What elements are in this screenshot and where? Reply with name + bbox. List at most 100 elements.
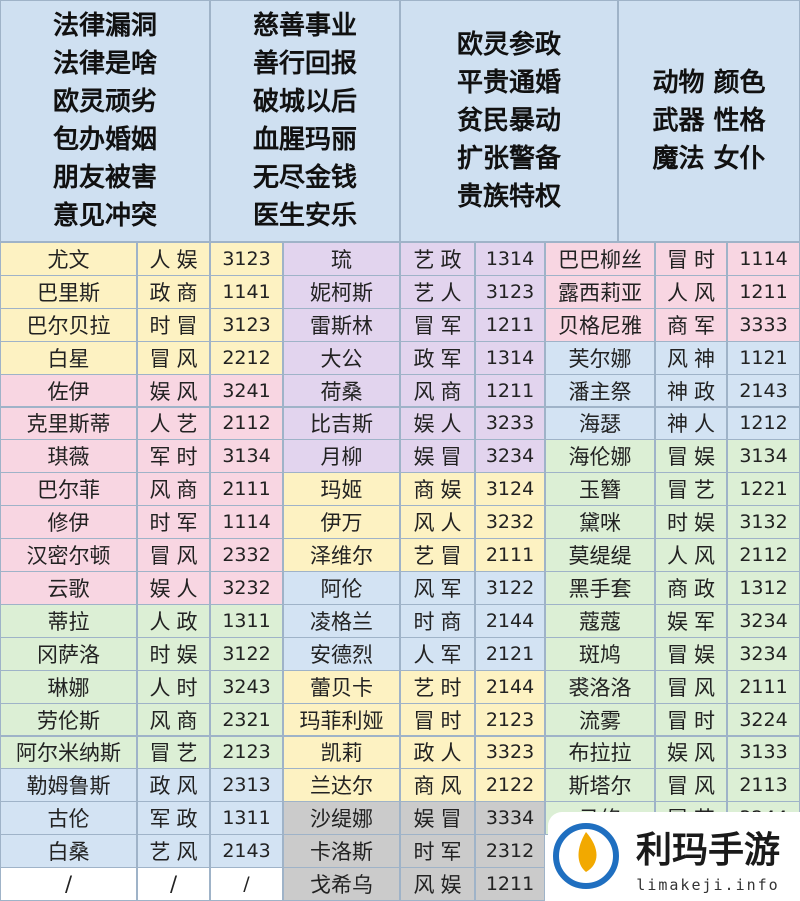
header-item: 魔法 女仆 — [652, 144, 766, 174]
name-cell: 阿伦 — [283, 571, 400, 605]
name-cell: 凯莉 — [283, 735, 400, 770]
tags-cell: 艺风 — [137, 834, 210, 869]
tags-cell: 时军 — [137, 505, 210, 540]
code-cell: 3132 — [727, 505, 800, 540]
name-cell: 汉密尔顿 — [0, 538, 137, 572]
name-cell: 巴尔菲 — [0, 472, 137, 507]
name-cell: 玛姬 — [283, 472, 400, 507]
name-cell: 修伊 — [0, 505, 137, 540]
header-item: 扩张警备 — [456, 144, 561, 174]
header-item: 慈善事业 — [252, 11, 357, 41]
name-cell: 云歌 — [0, 571, 137, 605]
tags-cell: 政商 — [137, 274, 210, 309]
code-cell: 3234 — [727, 636, 800, 671]
tags-cell: 娱风 — [655, 735, 727, 770]
tags-cell: 商风 — [400, 768, 475, 803]
name-cell: 安德烈 — [283, 636, 400, 671]
tags-cell: 冒风 — [655, 669, 727, 704]
code-cell: 1141 — [210, 274, 283, 309]
name-cell: 伊万 — [283, 505, 400, 540]
code-cell: 1211 — [727, 274, 800, 309]
tags-cell: 艺人 — [400, 274, 475, 309]
name-cell: 莫缇缇 — [545, 538, 655, 572]
code-cell: 3333 — [727, 307, 800, 342]
name-cell: 大公 — [283, 340, 400, 375]
tags-cell: 时军 — [400, 834, 475, 869]
tags-cell: / — [137, 867, 210, 901]
tags-cell: 人娱 — [137, 242, 210, 276]
watermark-logo: 利玛手游 limakeji.info — [553, 823, 780, 894]
tags-cell: 人时 — [137, 669, 210, 704]
tags-cell: 风人 — [400, 505, 475, 540]
code-cell: 1114 — [727, 242, 800, 276]
code-cell: 2112 — [210, 406, 283, 441]
name-cell: 蒂拉 — [0, 603, 137, 638]
name-cell: 斑鸠 — [545, 636, 655, 671]
code-cell: 2143 — [210, 834, 283, 869]
name-cell: 比吉斯 — [283, 406, 400, 441]
tags-cell: 风军 — [400, 571, 475, 605]
code-cell: 2113 — [727, 768, 800, 803]
name-cell: 沙缇娜 — [283, 801, 400, 836]
name-cell: 蕾贝卡 — [283, 669, 400, 704]
tags-cell: 时娱 — [655, 505, 727, 540]
code-cell: 1121 — [727, 340, 800, 375]
header-item: 善行回报 — [252, 49, 357, 79]
name-cell: / — [0, 867, 137, 901]
code-cell: 1221 — [727, 472, 800, 507]
code-cell: 3123 — [210, 307, 283, 342]
header-item: 平贵通婚 — [456, 68, 561, 98]
code-cell: 1314 — [475, 340, 545, 375]
tags-cell: 政军 — [400, 340, 475, 375]
name-cell: 泽维尔 — [283, 538, 400, 572]
watermark-url: limakeji.info — [636, 876, 779, 894]
name-cell: 阿尔米纳斯 — [0, 735, 137, 770]
name-cell: 海伦娜 — [545, 439, 655, 474]
code-cell: 1211 — [475, 307, 545, 342]
name-cell: 露西莉亚 — [545, 274, 655, 309]
code-cell: 2122 — [475, 768, 545, 803]
code-cell: 3122 — [210, 636, 283, 671]
header-item: 武器 性格 — [652, 106, 766, 136]
code-cell: 1211 — [475, 373, 545, 408]
header-cell: 慈善事业 善行回报 破城以后 血腥玛丽 无尽金钱 医生安乐 — [210, 0, 400, 242]
tags-cell: 冒风 — [655, 768, 727, 803]
tags-cell: 娱人 — [137, 571, 210, 605]
name-cell: 斯塔尔 — [545, 768, 655, 803]
code-cell: 3232 — [210, 571, 283, 605]
tags-cell: 风商 — [137, 702, 210, 737]
name-cell: 白桑 — [0, 834, 137, 869]
tags-cell: 冒风 — [137, 340, 210, 375]
name-cell: 蔻蔻 — [545, 603, 655, 638]
header-item: 贫民暴动 — [456, 106, 561, 136]
tags-cell: 商娱 — [400, 472, 475, 507]
tags-cell: 商政 — [655, 571, 727, 605]
header-item: 无尽金钱 — [252, 163, 357, 193]
code-cell: 2321 — [210, 702, 283, 737]
code-cell: 1211 — [475, 867, 545, 901]
tags-cell: 时商 — [400, 603, 475, 638]
code-cell: 2123 — [210, 735, 283, 770]
header-item: 动物 颜色 — [652, 68, 766, 98]
name-cell: 裘洛洛 — [545, 669, 655, 704]
tags-cell: 冒时 — [655, 702, 727, 737]
code-cell: 2143 — [727, 373, 800, 408]
code-cell: 1312 — [727, 571, 800, 605]
tags-cell: 冒娱 — [655, 636, 727, 671]
code-cell: 3241 — [210, 373, 283, 408]
tags-cell: 军时 — [137, 439, 210, 474]
header-item: 意见冲突 — [52, 201, 157, 231]
watermark-title: 利玛手游 — [636, 830, 780, 871]
code-cell: 1311 — [210, 603, 283, 638]
code-cell: 1114 — [210, 505, 283, 540]
name-cell: 凌格兰 — [283, 603, 400, 638]
name-cell: 雷斯林 — [283, 307, 400, 342]
name-cell: 勒姆鲁斯 — [0, 768, 137, 803]
header-cell: 动物 颜色武器 性格魔法 女仆 — [618, 0, 800, 242]
code-cell: 3232 — [475, 505, 545, 540]
code-cell: 3123 — [475, 274, 545, 309]
code-cell: 3243 — [210, 669, 283, 704]
tags-cell: 商军 — [655, 307, 727, 342]
code-cell: 3234 — [727, 603, 800, 638]
